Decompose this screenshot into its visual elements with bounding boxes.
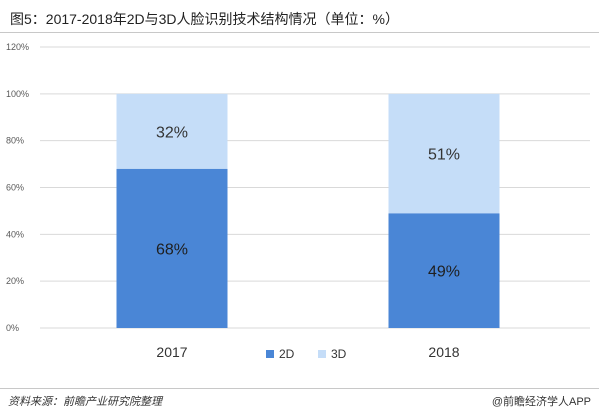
legend: 2D 3D — [266, 347, 347, 361]
x-tick-label: 2017 — [156, 344, 187, 360]
y-tick-label: 0% — [6, 323, 19, 333]
title-divider — [0, 32, 599, 33]
stacked-bar-chart: 0% 20% 40% 60% 80% 100% 120% 68% 32% 49% 51% 2017… — [6, 42, 590, 361]
bar-segment-2d-2018 — [388, 213, 500, 328]
y-tick-label: 40% — [6, 229, 24, 239]
y-tick-label: 80% — [6, 136, 24, 146]
x-tick-label: 2018 — [428, 344, 459, 360]
y-tick-label: 120% — [6, 42, 29, 52]
legend-swatch-2d — [266, 350, 274, 358]
y-tick-label: 100% — [6, 89, 29, 99]
legend-label-3d: 3D — [331, 347, 347, 361]
data-label-2d-2018: 49% — [428, 264, 460, 281]
data-label-3d-2018: 51% — [428, 147, 460, 164]
data-label-2d-2017: 68% — [156, 241, 188, 258]
y-tick-label: 60% — [6, 183, 24, 193]
y-axis-ticks: 0% 20% 40% 60% 80% 100% 120% — [6, 42, 29, 333]
chart-title: 图5：2017-2018年2D与3D人脸识别技术结构情况（单位：%） — [10, 11, 399, 27]
bars: 68% 32% 49% 51% — [116, 93, 500, 328]
credit-note: @前瞻经济学人APP — [491, 396, 591, 408]
legend-swatch-3d — [318, 350, 326, 358]
bar-segment-3d-2018 — [388, 93, 500, 214]
legend-label-2d: 2D — [279, 347, 295, 361]
y-tick-label: 20% — [6, 276, 24, 286]
data-label-3d-2017: 32% — [156, 124, 188, 141]
bar-segment-2d-2017 — [116, 168, 228, 328]
footer-divider — [0, 388, 599, 389]
source-note: 资料来源：前瞻产业研究院整理 — [8, 396, 162, 408]
x-axis-ticks: 2017 2018 — [156, 344, 459, 360]
bar-segment-3d-2017 — [116, 93, 228, 169]
